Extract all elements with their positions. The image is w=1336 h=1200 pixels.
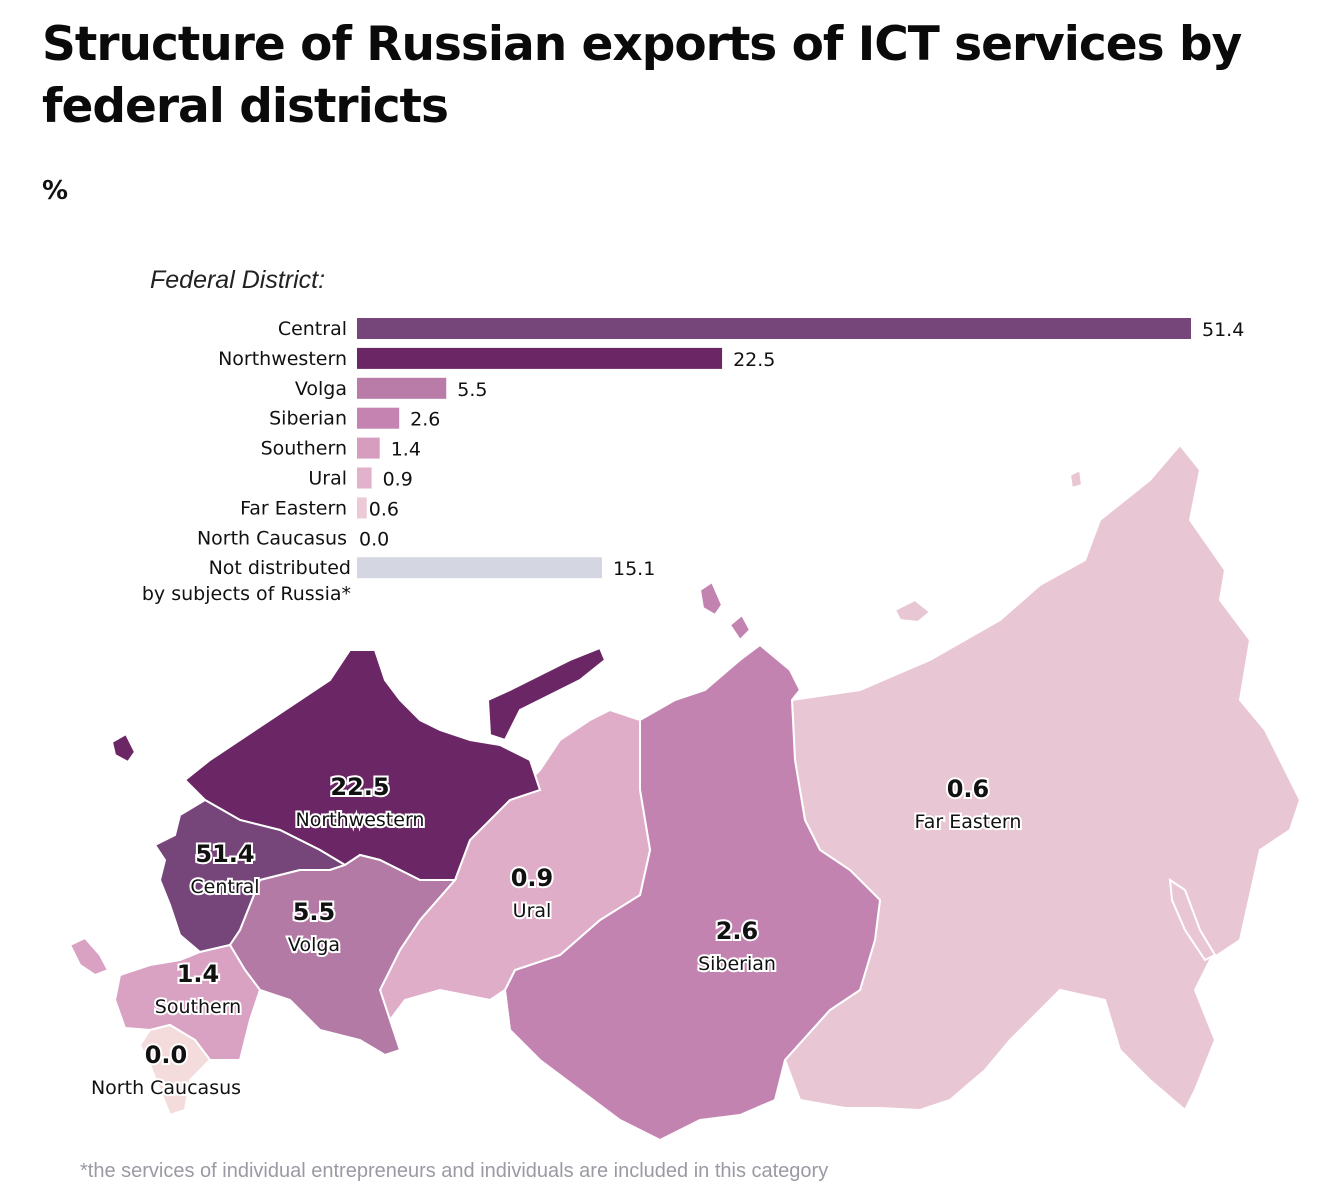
map-label-north-caucasus: North Caucasus xyxy=(91,1077,241,1099)
category-label-central: Central xyxy=(278,318,347,340)
map-region-southern xyxy=(113,943,262,1061)
map-region-wrangel-island xyxy=(1068,468,1084,490)
value-label-ural: 0.9 xyxy=(383,469,413,491)
map-region-novaya-zemlya xyxy=(486,646,607,742)
bar-central xyxy=(357,318,1191,339)
category-label-southern: Southern xyxy=(261,438,347,460)
bar-ural xyxy=(357,467,372,489)
value-label-central: 51.4 xyxy=(1202,319,1244,341)
value-label-north-caucasus: 0.0 xyxy=(359,528,389,550)
bar-siberian xyxy=(357,407,400,429)
map-label-siberian: Siberian xyxy=(698,953,776,975)
category-label-volga: Volga xyxy=(295,378,347,400)
map-label-volga: Volga xyxy=(288,934,340,956)
map-label-northwestern: Northwestern xyxy=(296,809,425,831)
map-value-far-eastern: 0.6 xyxy=(947,775,990,803)
map-region-north-caucasus xyxy=(138,1023,212,1117)
category-label-ural: Ural xyxy=(308,468,347,490)
map-labels: 22.5 Northwestern 51.4 Central 5.5 Volga 1.4 So… xyxy=(89,771,1023,1101)
map-region-far-eastern xyxy=(783,443,1302,1112)
chart-title: Structure of Russian exports of ICT serv… xyxy=(42,17,1242,134)
map-region-franz-josef-land xyxy=(698,580,724,617)
category-label-north-caucasus: North Caucasus xyxy=(197,527,347,549)
map-value-ural: 0.9 xyxy=(511,864,554,892)
category-axis-title: Federal District: xyxy=(150,266,326,294)
map-label-far-eastern: Far Eastern xyxy=(915,811,1022,833)
value-label-not-distributed-by-subjects-of-russia: 15.1 xyxy=(613,558,655,580)
bar-far-eastern xyxy=(357,497,367,519)
map-value-central: 51.4 xyxy=(195,840,254,868)
value-label-southern: 1.4 xyxy=(391,439,421,461)
category-label-northwestern: Northwestern xyxy=(218,348,347,370)
bar-chart: Central 51.4 Northwestern 22.5 Volga 5.5 Siber… xyxy=(142,318,1244,605)
category-label-far-eastern: Far Eastern xyxy=(240,497,347,519)
bar-volga xyxy=(357,377,447,399)
map-region-new-siberian-islands xyxy=(893,598,932,624)
map-value-volga: 5.5 xyxy=(293,898,336,926)
map-value-north-caucasus: 0.0 xyxy=(145,1041,188,1069)
map-value-siberian: 2.6 xyxy=(716,917,759,945)
map-label-southern: Southern xyxy=(155,996,241,1018)
map-label-ural: Ural xyxy=(513,900,552,922)
map-region-severnaya-zemlya xyxy=(728,613,752,642)
map-region-kaliningrad xyxy=(110,732,137,764)
map-value-northwestern: 22.5 xyxy=(330,773,389,801)
bar-southern xyxy=(357,437,380,459)
map-value-southern: 1.4 xyxy=(177,960,220,988)
category-label-siberian: Siberian xyxy=(269,408,347,430)
map-region-sakhalin xyxy=(1168,877,1217,962)
value-label-northwestern: 22.5 xyxy=(733,349,775,371)
map-label-central: Central xyxy=(190,876,259,898)
category-label-not-distributed-by-subjects-of-russia-line-2: by subjects of Russia* xyxy=(142,583,351,605)
footnote: *the services of individual entrepreneur… xyxy=(80,1160,829,1182)
value-label-far-eastern: 0.6 xyxy=(369,498,399,520)
map-region-crimea xyxy=(68,936,110,977)
bar-not-distributed-by-subjects-of-russia xyxy=(357,557,603,579)
category-label-not-distributed-by-subjects-of-russia-line-1: Not distributed xyxy=(209,557,351,579)
russia-map xyxy=(68,443,1302,1142)
value-label-volga: 5.5 xyxy=(457,379,487,401)
bar-northwestern xyxy=(357,347,723,369)
value-label-siberian: 2.6 xyxy=(410,409,440,431)
unit-label: % xyxy=(42,176,69,206)
